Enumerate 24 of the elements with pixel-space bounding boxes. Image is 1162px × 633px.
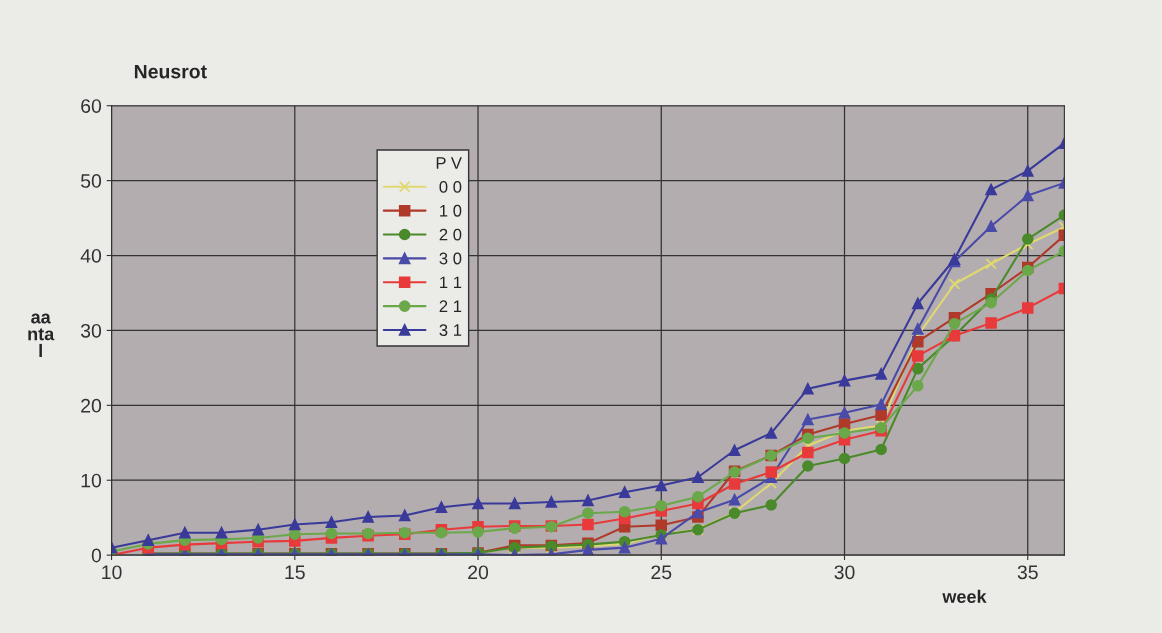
y-tick-label: 0 (91, 548, 102, 563)
x-tick-label: 10 (102, 565, 122, 580)
legend-label: 2 1 (439, 300, 462, 312)
x-tick-label: 30 (834, 565, 855, 580)
y-tick-label: 60 (81, 99, 102, 113)
y-tick-label: 50 (80, 174, 102, 188)
x-axis-title: week (942, 589, 987, 604)
legend-title: P V (436, 157, 462, 169)
y-tick-label: 20 (81, 398, 102, 413)
legend-label: 0 0 (439, 180, 462, 193)
x-tick-label: 20 (468, 565, 489, 580)
y-tick-label: 30 (80, 323, 102, 338)
legend-label: 2 0 (439, 228, 462, 241)
legend-label: 3 0 (439, 252, 462, 265)
legend-label: 1 0 (440, 204, 462, 217)
y-axis-title: aa nta l (28, 313, 55, 357)
legend-label: 1 1 (440, 276, 462, 289)
x-tick-label: 25 (651, 565, 672, 580)
legend-label: 3 1 (439, 324, 462, 336)
x-tick-label: 35 (1017, 565, 1038, 580)
y-tick-label: 10 (81, 473, 102, 488)
chart-title: Neusrot (134, 64, 207, 79)
x-tick-label: 15 (285, 565, 305, 580)
y-tick-label: 40 (80, 248, 102, 263)
